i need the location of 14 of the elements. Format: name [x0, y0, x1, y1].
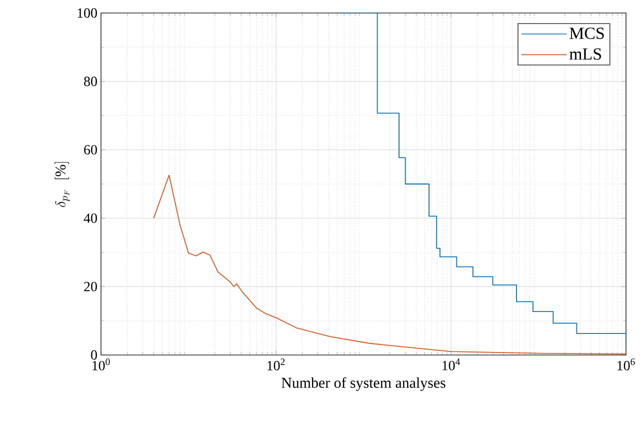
- x-tick-label: 10$^{4}$: [442, 358, 460, 370]
- x-tick-label: 10$^{2}$: [268, 358, 285, 370]
- y-tick-label: 100: [78, 8, 97, 18]
- y-tick-label: 80: [84, 76, 97, 86]
- y-axis-title: $\delta_{p_F}\;\;[\%]$: [54, 162, 70, 207]
- y-tick-label: 0: [91, 350, 97, 360]
- x-axis-title: Number of system analyses: [282, 377, 446, 391]
- x-tick-label: 10$^{0}$: [92, 358, 110, 370]
- y-tick-label: 40: [84, 213, 97, 223]
- y-tick-label: 20: [84, 282, 97, 292]
- x-tick-label: 10$^{6}$: [618, 358, 635, 370]
- y-tick-label: 60: [84, 145, 97, 155]
- legend-label: mLS: [569, 48, 601, 60]
- legend-label: MCS: [570, 28, 604, 40]
